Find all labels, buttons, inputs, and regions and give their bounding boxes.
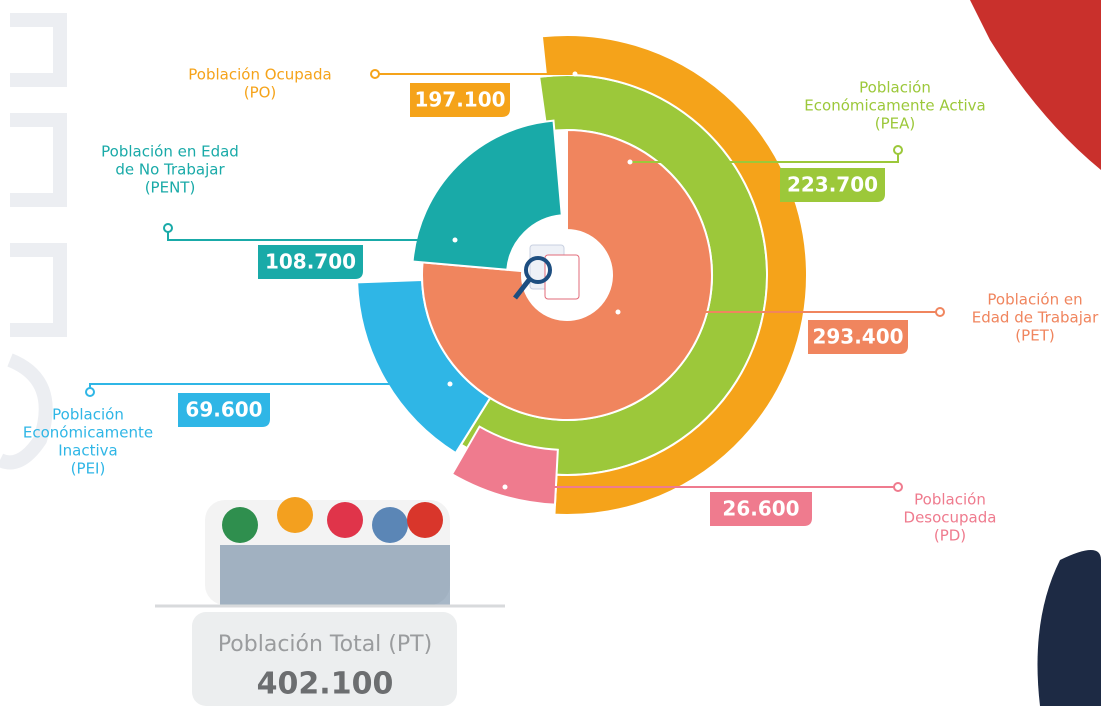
value-label: 108.700 xyxy=(265,250,356,274)
category-label: Población en xyxy=(987,291,1082,309)
category-label: (PEA) xyxy=(875,115,916,133)
background-decor xyxy=(0,20,60,463)
leader-end xyxy=(503,485,508,490)
category-label: (PD) xyxy=(934,527,966,545)
category-label: Población xyxy=(859,79,931,97)
leader-dot xyxy=(894,483,902,491)
category-label: Población en Edad xyxy=(101,143,239,161)
value-label: 293.400 xyxy=(812,325,903,349)
leader-end xyxy=(573,72,578,77)
leader-line xyxy=(168,228,455,240)
category-label: Población xyxy=(52,406,124,424)
leader-dot xyxy=(86,388,94,396)
category-label: Económicamente xyxy=(23,424,153,442)
leader-dot xyxy=(936,308,944,316)
value-label: 26.600 xyxy=(722,497,799,521)
leader-end xyxy=(628,160,633,165)
category-label: Población xyxy=(914,491,986,509)
category-label: Desocupada xyxy=(904,509,997,527)
category-label: Inactiva xyxy=(58,442,118,460)
total-value: 402.100 xyxy=(257,667,394,702)
category-label: Población Ocupada xyxy=(188,66,331,84)
value-label: 197.100 xyxy=(414,88,505,112)
category-label: Edad de Trabajar xyxy=(972,309,1099,327)
category-label: Económicamente Activa xyxy=(804,97,985,115)
total-label: Población Total (PT) xyxy=(218,632,432,657)
category-label: (PENT) xyxy=(145,179,196,197)
value-label: 69.600 xyxy=(185,398,262,422)
leader-dot xyxy=(371,70,379,78)
leader-dot xyxy=(164,224,172,232)
leader-end xyxy=(616,310,621,315)
infographic: 197.100 Población Ocupada(PO) 223.700 Pobla… xyxy=(0,0,1101,706)
category-label: (PEI) xyxy=(71,460,106,478)
leader-end xyxy=(448,382,453,387)
value-label: 223.700 xyxy=(787,173,878,197)
people-illustration xyxy=(205,497,450,605)
category-label: (PO) xyxy=(244,84,277,102)
leader-dot xyxy=(894,146,902,154)
category-label: (PET) xyxy=(1015,327,1054,345)
category-label: de No Trabajar xyxy=(115,161,225,179)
corner-decor xyxy=(970,0,1101,170)
person-decor xyxy=(1038,550,1101,706)
leader-end xyxy=(453,238,458,243)
